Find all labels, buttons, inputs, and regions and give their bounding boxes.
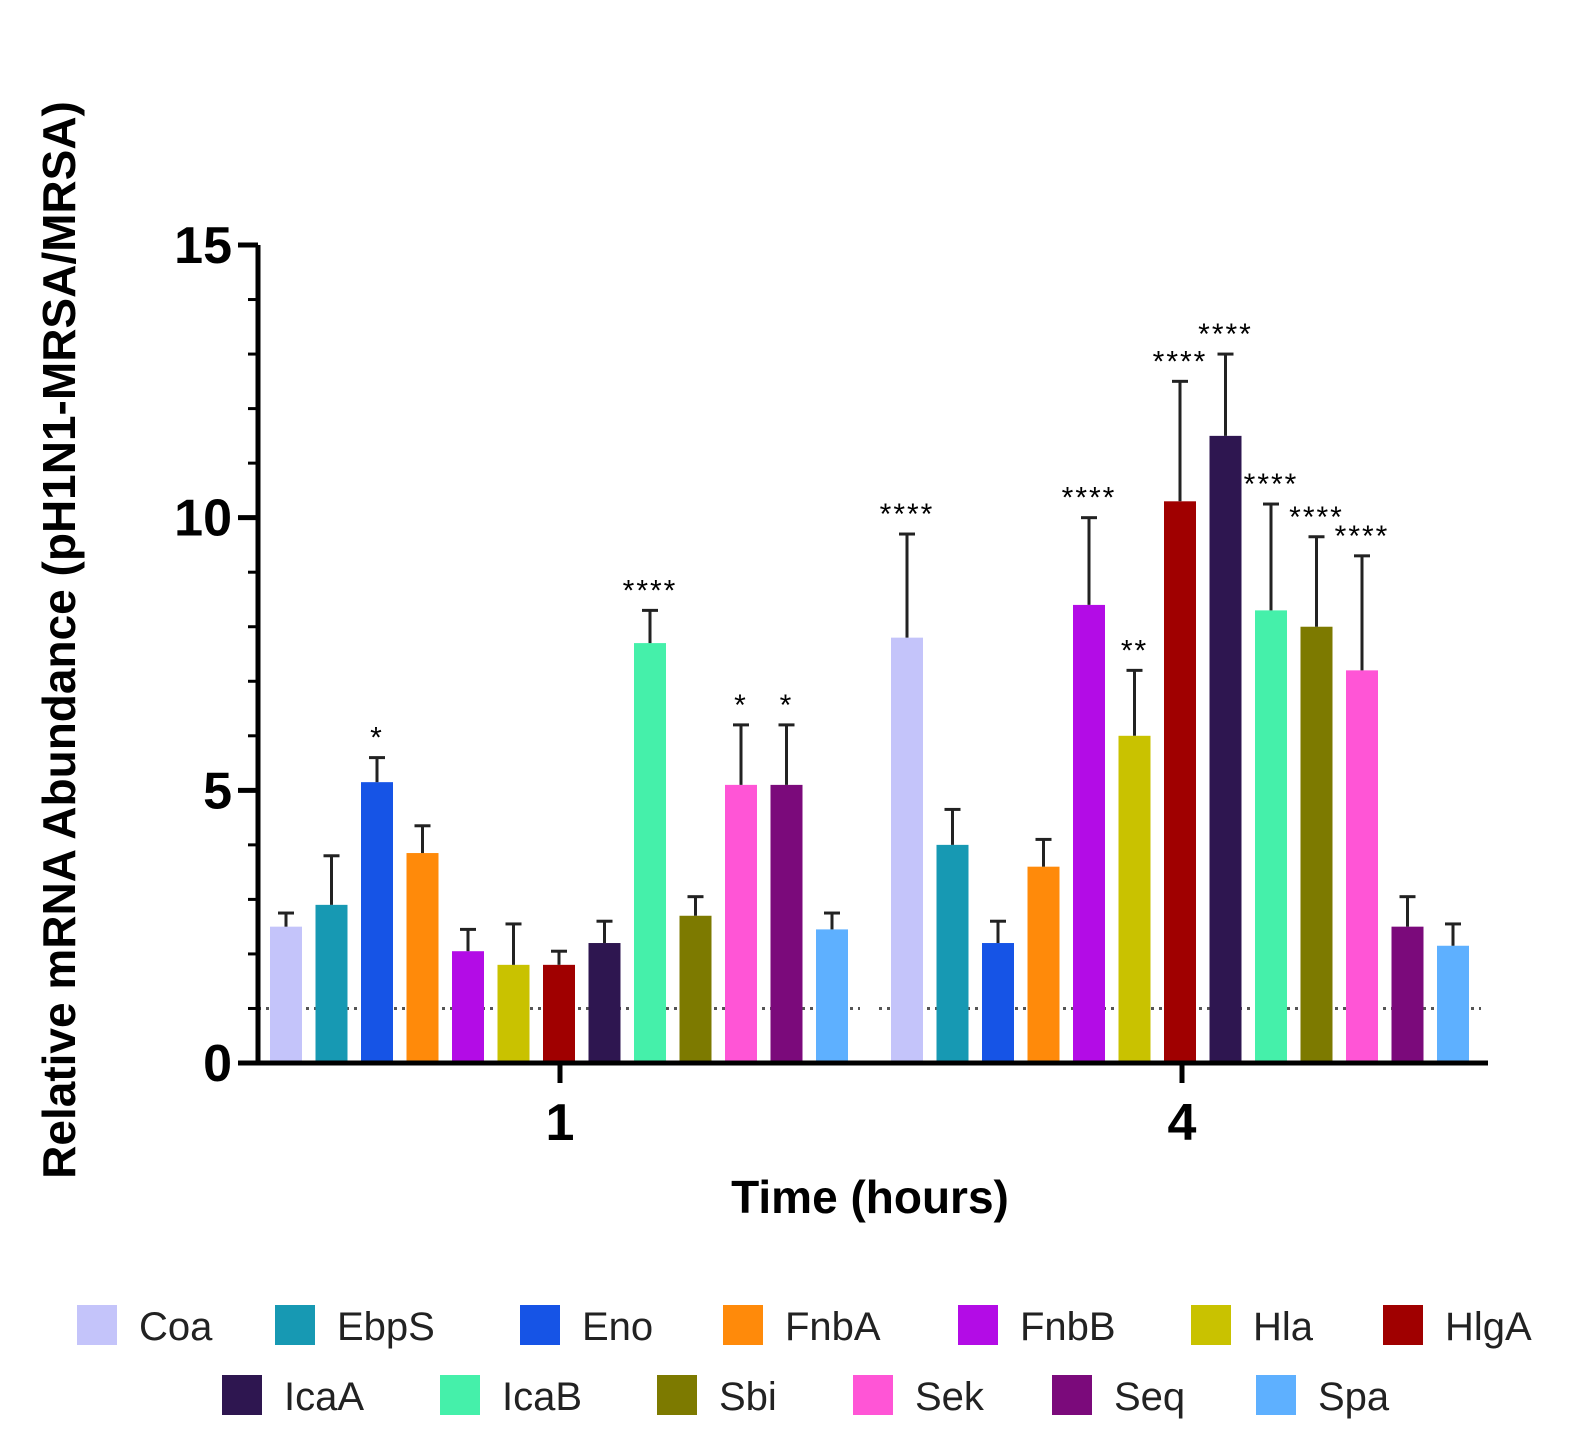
significance-label-eno-t1: * xyxy=(370,722,384,755)
legend-swatch xyxy=(853,1375,893,1415)
x-tick-label: 1 xyxy=(546,1094,575,1152)
significance-label-seq-t1: * xyxy=(780,689,794,722)
legend-label: Sek xyxy=(915,1375,985,1419)
significance-label-icaa-t4: **** xyxy=(1198,318,1253,351)
bar-fnbb-t1 xyxy=(452,951,484,1063)
significance-label-sek-t1: * xyxy=(734,689,748,722)
bar-spa-t4 xyxy=(1437,945,1469,1063)
bar-seq-t4 xyxy=(1391,926,1424,1063)
legend-item-eno: Eno xyxy=(520,1305,653,1349)
legend-swatch xyxy=(723,1305,763,1345)
legend-item-icab: IcaB xyxy=(440,1375,582,1419)
significance-label-fnbb-t4: **** xyxy=(1062,482,1117,515)
significance-label-sbi-t4: **** xyxy=(1289,501,1344,534)
significance-label-hla-t4: ** xyxy=(1121,634,1148,667)
x-tick-label: 4 xyxy=(1168,1094,1197,1152)
legend-swatch xyxy=(657,1375,697,1415)
legend-label: IcaA xyxy=(284,1375,364,1419)
y-tick-label: 0 xyxy=(203,1035,232,1093)
bar-sek-t4 xyxy=(1346,670,1378,1063)
bar-eno-t4 xyxy=(982,943,1014,1063)
bar-fnba-t4 xyxy=(1027,866,1060,1063)
legend-swatch xyxy=(275,1305,315,1345)
y-tick-label: 10 xyxy=(174,490,232,548)
bar-icaa-t1 xyxy=(588,943,621,1063)
bar-icaa-t4 xyxy=(1209,435,1242,1063)
legend-swatch xyxy=(1191,1305,1231,1345)
legend-label: FnbB xyxy=(1020,1305,1116,1349)
legend-swatch xyxy=(440,1375,480,1415)
legend-label: Seq xyxy=(1114,1375,1185,1419)
legend-label: FnbA xyxy=(785,1305,881,1349)
legend-label: IcaB xyxy=(502,1375,582,1419)
legend-swatch xyxy=(520,1305,560,1345)
legend-label: Sbi xyxy=(719,1375,777,1419)
bars-layer: ************************************* xyxy=(270,318,1469,1064)
bar-seq-t1 xyxy=(770,784,803,1063)
legend: Coa EbpS Eno FnbA FnbB Hla HlgA IcaA IcaB Sbi Sek S… xyxy=(77,1305,1532,1419)
legend-item-hlga: HlgA xyxy=(1383,1305,1532,1349)
x-axis-title: Time (hours) xyxy=(731,1171,1009,1223)
legend-label: Spa xyxy=(1318,1375,1390,1419)
legend-item-icaa: IcaA xyxy=(222,1375,364,1419)
legend-label: EbpS xyxy=(337,1305,435,1349)
significance-label-hlga-t4: **** xyxy=(1153,345,1208,378)
bar-hla-t4 xyxy=(1118,735,1151,1063)
legend-item-hla: Hla xyxy=(1191,1305,1314,1349)
significance-label-icab-t4: **** xyxy=(1244,468,1299,501)
bar-hla-t1 xyxy=(497,964,530,1063)
bar-hlga-t1 xyxy=(543,964,575,1063)
bar-fnbb-t4 xyxy=(1073,604,1105,1063)
legend-swatch xyxy=(1383,1305,1423,1345)
legend-label: Coa xyxy=(139,1305,213,1349)
y-tick-label: 5 xyxy=(203,762,232,820)
legend-item-ebps: EbpS xyxy=(275,1305,435,1349)
bar-coa-t1 xyxy=(270,926,302,1063)
legend-item-fnbb: FnbB xyxy=(958,1305,1116,1349)
legend-item-spa: Spa xyxy=(1256,1375,1390,1419)
axes-layer: 0 5 10 15 1 4 xyxy=(174,217,1488,1152)
bar-sek-t1 xyxy=(725,784,757,1063)
bar-coa-t4 xyxy=(891,637,923,1063)
legend-item-coa: Coa xyxy=(77,1305,213,1349)
legend-item-sek: Sek xyxy=(853,1375,985,1419)
legend-label: Hla xyxy=(1253,1305,1314,1349)
bar-eno-t1 xyxy=(361,782,393,1063)
y-tick-label: 15 xyxy=(174,217,232,275)
legend-swatch xyxy=(1256,1375,1296,1415)
y-axis-title: Relative mRNA Abundance (pH1N1-MRSA/MRSA… xyxy=(33,101,85,1179)
legend-label: Eno xyxy=(582,1305,653,1349)
bar-ebps-t1 xyxy=(315,904,348,1063)
bar-icab-t4 xyxy=(1255,610,1287,1063)
legend-item-fnba: FnbA xyxy=(723,1305,881,1349)
significance-label-coa-t4: **** xyxy=(880,498,935,531)
legend-swatch xyxy=(1052,1375,1092,1415)
legend-item-sbi: Sbi xyxy=(657,1375,777,1419)
legend-item-seq: Seq xyxy=(1052,1375,1185,1419)
significance-label-icab-t1: **** xyxy=(623,574,678,607)
bar-sbi-t4 xyxy=(1300,626,1333,1063)
legend-swatch xyxy=(958,1305,998,1345)
legend-label: HlgA xyxy=(1445,1305,1532,1349)
legend-swatch xyxy=(77,1305,117,1345)
bar-sbi-t1 xyxy=(679,915,712,1063)
bar-hlga-t4 xyxy=(1164,501,1196,1064)
significance-label-sek-t4: **** xyxy=(1335,520,1390,553)
bar-spa-t1 xyxy=(816,929,848,1063)
bar-icab-t1 xyxy=(634,643,666,1063)
bar-fnba-t1 xyxy=(406,853,439,1063)
bar-ebps-t4 xyxy=(936,844,969,1063)
legend-swatch xyxy=(222,1375,262,1415)
